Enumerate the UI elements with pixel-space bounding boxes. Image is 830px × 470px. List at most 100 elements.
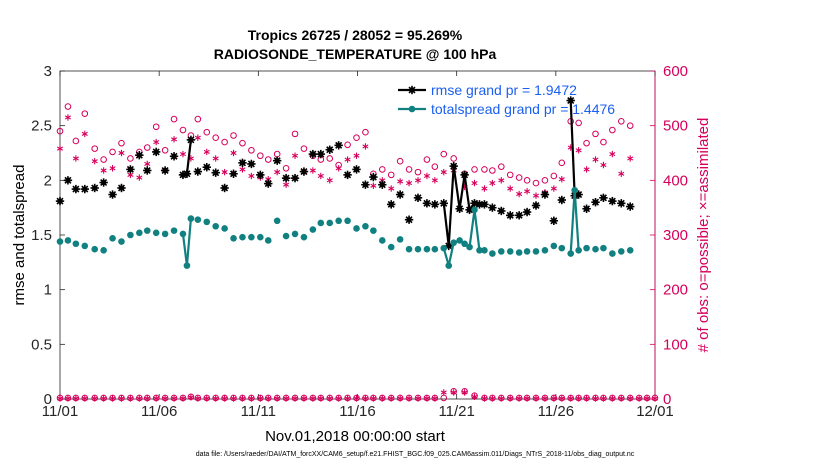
- y-tick-label: 3: [44, 63, 52, 80]
- assimilated-point: [471, 179, 478, 187]
- possible-point: [617, 117, 625, 125]
- assimilated-point: [56, 145, 64, 152]
- assimilated-point: [362, 143, 369, 150]
- rmse-point: [126, 165, 135, 174]
- totalspread-point: [461, 240, 468, 248]
- possible-point: [64, 103, 72, 110]
- totalspread-point: [466, 243, 473, 251]
- y-tick-label: 0: [44, 391, 52, 408]
- assimilated-low-point: [64, 395, 71, 402]
- possible-point: [100, 156, 107, 163]
- assimilated-low-point: [326, 395, 333, 402]
- assimilated-low-point: [170, 395, 178, 402]
- rmse-point: [108, 190, 117, 199]
- assimilated-point: [489, 179, 496, 187]
- totalspread-point: [161, 230, 169, 238]
- assimilated-point: [248, 172, 255, 180]
- rmse-point: [299, 167, 309, 176]
- x-tick-label: 11/06: [141, 403, 177, 420]
- possible-point: [431, 163, 439, 170]
- assimilated-point: [423, 172, 430, 180]
- possible-point: [127, 155, 134, 162]
- x-tick-label: 11/16: [339, 403, 375, 420]
- rmse-point: [430, 200, 440, 209]
- assimilated-point: [627, 155, 634, 162]
- possible-point: [203, 128, 211, 136]
- legend: rmse grand pr = 1.9472 totalspread grand …: [398, 82, 615, 117]
- totalspread-point: [387, 243, 395, 251]
- assimilated-low-point: [397, 395, 404, 402]
- rmse-point: [480, 200, 489, 209]
- assimilated-point: [212, 155, 219, 162]
- possible-point: [118, 139, 125, 147]
- rmse-point: [264, 179, 273, 188]
- assimilated-low-point: [100, 395, 107, 402]
- possible-point: [239, 139, 246, 147]
- rmse-point: [71, 184, 81, 194]
- assimilated-low-point: [317, 395, 324, 402]
- assimilated-low-point: [230, 395, 237, 402]
- possible-point: [230, 132, 237, 139]
- totalspread-point: [440, 244, 448, 252]
- totalspread-point: [257, 233, 264, 241]
- rmse-point: [439, 199, 448, 208]
- totalspread-point: [476, 247, 483, 254]
- assimilated-low-point: [136, 395, 143, 402]
- possible-point: [248, 146, 255, 154]
- totalspread-point: [309, 226, 317, 233]
- rmse-point: [449, 161, 458, 171]
- x-tick-label: 11/21: [438, 403, 474, 420]
- assimilated-low-point: [471, 393, 478, 401]
- rmse-point: [506, 211, 515, 220]
- assimilated-point: [170, 136, 178, 143]
- totalspread-point: [127, 231, 134, 239]
- possible-point: [550, 172, 558, 180]
- totalspread-point: [72, 240, 80, 248]
- totalspread-point: [344, 217, 351, 225]
- rmse-point: [540, 190, 550, 199]
- y2-tick-label: 0: [663, 391, 671, 408]
- rmse-point: [549, 216, 559, 225]
- totalspread-point: [118, 238, 125, 245]
- possible-point: [221, 138, 228, 146]
- rmse-segment: [447, 166, 455, 247]
- assimilated-low-point: [153, 395, 160, 402]
- possible-point: [626, 122, 634, 129]
- rmse-point: [151, 147, 161, 157]
- assimilated-low-point: [450, 389, 457, 396]
- totalspread-point: [203, 218, 211, 226]
- rmse-segment: [185, 139, 192, 174]
- assimilated-low-point: [353, 395, 360, 402]
- data-file-footer: data file: /Users/raeder/DAI/ATM_forcXX/…: [195, 451, 635, 458]
- assimilated-low-point: [194, 395, 201, 402]
- totalspread-point: [489, 250, 496, 257]
- assimilated-point: [72, 155, 79, 162]
- rmse-point: [193, 167, 203, 176]
- rmse-point: [55, 196, 65, 206]
- possible-point: [362, 128, 369, 136]
- rmse-point: [238, 158, 247, 168]
- assimilated-low-point: [461, 389, 468, 396]
- possible-point: [541, 177, 549, 184]
- totalspread-point: [326, 219, 334, 227]
- totalspread-point: [396, 236, 404, 243]
- assimilated-low-point: [144, 395, 151, 402]
- possible-point: [143, 144, 151, 151]
- plot-frame: [59, 70, 656, 400]
- totalspread-point: [56, 238, 64, 245]
- assimilated-low-point: [239, 395, 246, 402]
- possible-point: [396, 157, 404, 165]
- assimilated-point: [291, 152, 299, 159]
- totalspread-point: [143, 227, 151, 234]
- totalspread-point: [567, 250, 575, 257]
- totalspread-point: [183, 262, 191, 269]
- assimilated-low-point: [507, 395, 514, 402]
- totalspread-point: [378, 237, 386, 244]
- possible-point: [378, 166, 386, 173]
- totalspread-point: [617, 248, 625, 255]
- assimilated-low-point: [212, 395, 219, 402]
- assimilated-low-point: [291, 395, 299, 402]
- assimilated-point: [370, 182, 377, 189]
- assimilated-point: [388, 185, 395, 192]
